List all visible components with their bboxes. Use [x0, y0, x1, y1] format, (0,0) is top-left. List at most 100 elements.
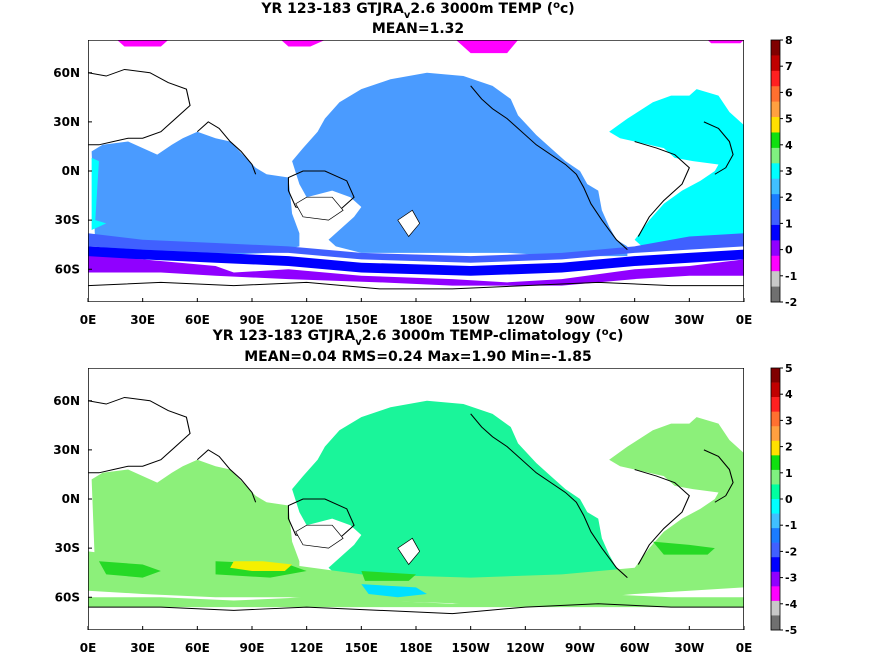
colorbar-label: 1: [785, 467, 793, 480]
panel-bottom-colorbar-labels: 5 4 3 2 1 0 -1 -2 -3 -4 -5: [780, 362, 798, 637]
colorbar-swatch: [771, 132, 780, 149]
map-bottom: [88, 368, 744, 630]
panel-top-subtitle: MEAN=1.32: [372, 21, 464, 37]
colorbar-swatch: [771, 557, 780, 573]
colorbar-label: 0: [785, 493, 793, 506]
colorbar-label: 5: [785, 113, 793, 126]
x-tick-label: 90W: [565, 641, 595, 655]
indian-band: [91, 157, 107, 230]
colorbar-swatch: [771, 571, 780, 587]
panel-bottom-x-ticks: 0E 30E 60E 90E 120E 150E 180E 150W 120W 90W 60W 30W…: [80, 626, 753, 655]
colorbar-swatch: [771, 600, 780, 616]
colorbar-swatch: [771, 147, 780, 164]
southern-ocean-upper: [88, 233, 744, 263]
colorbar-label: 5: [785, 362, 793, 375]
colorbar-label: -1: [785, 270, 797, 283]
colorbar-swatch: [771, 615, 780, 631]
x-tick-label: 180E: [399, 641, 432, 655]
panel-bottom-colorbar: [770, 367, 781, 631]
x-tick-label: 90W: [565, 313, 595, 327]
colorbar-label: 1: [785, 217, 793, 230]
colorbar-swatch: [771, 426, 780, 442]
antarctic-margin: [361, 584, 427, 598]
colorbar-swatch: [771, 178, 780, 195]
colorbar-swatch: [771, 224, 780, 241]
x-tick-label: 150W: [452, 641, 490, 655]
colorbar-label: 0: [785, 244, 793, 257]
colorbar-swatch: [771, 101, 780, 118]
colorbar-label: 3: [785, 414, 793, 427]
atlantic-basin: [609, 89, 744, 250]
y-tick-label: 0N: [62, 492, 80, 506]
pacific-basin: [292, 72, 628, 257]
panel-bottom-subtitle: MEAN=0.04 RMS=0.24 Max=1.90 Min=-1.85: [244, 349, 591, 365]
colorbar-label: -1: [785, 519, 797, 532]
colorbar-swatch: [771, 55, 780, 72]
colorbar-swatch: [771, 117, 780, 133]
x-tick-label: 180E: [399, 313, 432, 327]
colorbar-swatch: [771, 286, 780, 303]
x-tick-label: 0E: [736, 641, 753, 655]
y-tick-label: 60N: [53, 394, 80, 408]
x-tick-label: 30W: [674, 313, 704, 327]
y-tick-label: 60S: [55, 262, 80, 276]
colorbar-label: -2: [785, 296, 797, 309]
colorbar-swatch: [771, 513, 780, 529]
colorbar-swatch: [771, 271, 780, 287]
pacific-basin: [292, 400, 628, 585]
x-tick-label: 30E: [130, 313, 155, 327]
y-tick-label: 0N: [62, 164, 80, 178]
colorbar-label: 7: [785, 60, 793, 73]
colorbar-swatch: [771, 397, 780, 412]
x-tick-label: 90E: [240, 641, 265, 655]
colorbar-label: 8: [785, 34, 793, 47]
colorbar-swatch: [771, 528, 780, 543]
colorbar-swatch: [771, 194, 780, 210]
x-tick-label: 0E: [736, 313, 753, 327]
colorbar-swatch: [771, 255, 780, 272]
coastlines: [88, 396, 744, 615]
x-tick-label: 60W: [620, 641, 650, 655]
x-tick-label: 150E: [345, 641, 378, 655]
colorbar-label: 2: [785, 191, 793, 204]
x-tick-label: 90E: [240, 313, 265, 327]
colorbar-swatch: [771, 40, 780, 56]
x-tick-label: 60E: [185, 313, 210, 327]
x-tick-label: 120W: [506, 641, 544, 655]
colorbar-label: -4: [785, 598, 798, 611]
colorbar-swatch: [771, 368, 780, 383]
colorbar-swatch: [771, 455, 780, 471]
colorbar-label: -3: [785, 572, 797, 585]
y-tick-label: 30N: [53, 443, 80, 457]
x-tick-label: 0E: [80, 641, 97, 655]
colorbar-label: 2: [785, 441, 793, 454]
panel-bottom-title: YR 123-183 GTJRAv2.6 3000m TEMP-climatol…: [212, 327, 624, 348]
x-tick-label: 150W: [452, 313, 490, 327]
x-tick-label: 30E: [130, 641, 155, 655]
panel-top: YR 123-183 GTJRAv2.6 3000m TEMP (oc) MEA…: [53, 0, 797, 327]
y-tick-label: 30S: [55, 213, 80, 227]
panel-top-title: YR 123-183 GTJRAv2.6 3000m TEMP (oc): [260, 0, 574, 21]
y-tick-label: 60S: [55, 590, 80, 604]
antarctic-margin: [88, 256, 744, 286]
colorbar-swatch: [771, 586, 780, 602]
colorbar-swatch: [771, 163, 780, 180]
panel-top-colorbar: [770, 39, 781, 303]
colorbar-label: -2: [785, 545, 797, 558]
panel-bottom: YR 123-183 GTJRAv2.6 3000m TEMP-climatol…: [53, 327, 797, 655]
x-tick-label: 120E: [290, 641, 323, 655]
x-tick-label: 120W: [506, 313, 544, 327]
x-tick-label: 0E: [80, 313, 97, 327]
x-tick-label: 60E: [185, 641, 210, 655]
panel-top-colorbar-labels: 8 7 6 5 4 3 2 1 0 -1 -2: [780, 34, 797, 309]
colorbar-swatch: [771, 440, 780, 456]
colorbar-swatch: [771, 484, 780, 500]
colorbar-swatch: [771, 86, 780, 102]
colorbar-swatch: [771, 499, 780, 514]
southern-indian-max: [230, 561, 293, 572]
colorbar-swatch: [771, 70, 780, 87]
colorbar-swatch: [771, 209, 780, 226]
colorbar-swatch: [771, 382, 780, 398]
x-tick-label: 30W: [674, 641, 704, 655]
